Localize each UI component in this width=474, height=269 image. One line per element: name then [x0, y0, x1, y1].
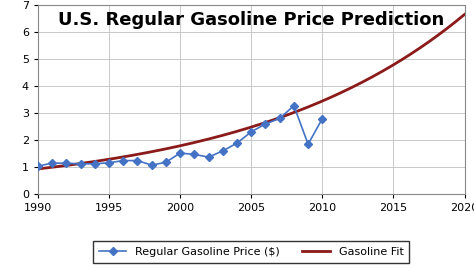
Regular Gasoline Price ($)	[49, 161, 55, 165]
Regular Gasoline Price ($)	[163, 161, 169, 164]
Gasoline Fit	[289, 112, 295, 115]
Regular Gasoline Price ($)	[78, 162, 83, 165]
Gasoline Fit	[240, 128, 246, 131]
Regular Gasoline Price ($)	[177, 151, 183, 155]
Text: U.S. Regular Gasoline Price Prediction: U.S. Regular Gasoline Price Prediction	[58, 11, 444, 29]
Gasoline Fit	[451, 21, 457, 24]
Legend: Regular Gasoline Price ($), Gasoline Fit: Regular Gasoline Price ($), Gasoline Fit	[93, 241, 410, 263]
Regular Gasoline Price ($)	[149, 164, 155, 167]
Regular Gasoline Price ($)	[248, 130, 254, 133]
Regular Gasoline Price ($)	[305, 143, 311, 146]
Line: Gasoline Fit: Gasoline Fit	[38, 15, 465, 169]
Regular Gasoline Price ($)	[291, 104, 297, 107]
Gasoline Fit	[35, 167, 41, 171]
Regular Gasoline Price ($)	[92, 162, 98, 165]
Regular Gasoline Price ($)	[135, 159, 140, 162]
Regular Gasoline Price ($)	[220, 149, 226, 153]
Regular Gasoline Price ($)	[35, 165, 41, 168]
Regular Gasoline Price ($)	[234, 141, 240, 145]
Regular Gasoline Price ($)	[64, 162, 69, 165]
Regular Gasoline Price ($)	[191, 153, 197, 156]
Regular Gasoline Price ($)	[277, 117, 283, 120]
Gasoline Fit	[266, 120, 272, 123]
Gasoline Fit	[462, 13, 467, 16]
Regular Gasoline Price ($)	[106, 161, 112, 164]
Gasoline Fit	[385, 67, 391, 70]
Regular Gasoline Price ($)	[319, 117, 325, 120]
Regular Gasoline Price ($)	[206, 155, 211, 159]
Line: Regular Gasoline Price ($): Regular Gasoline Price ($)	[35, 103, 325, 169]
Regular Gasoline Price ($)	[263, 122, 268, 126]
Gasoline Fit	[237, 129, 243, 132]
Regular Gasoline Price ($)	[120, 159, 126, 162]
